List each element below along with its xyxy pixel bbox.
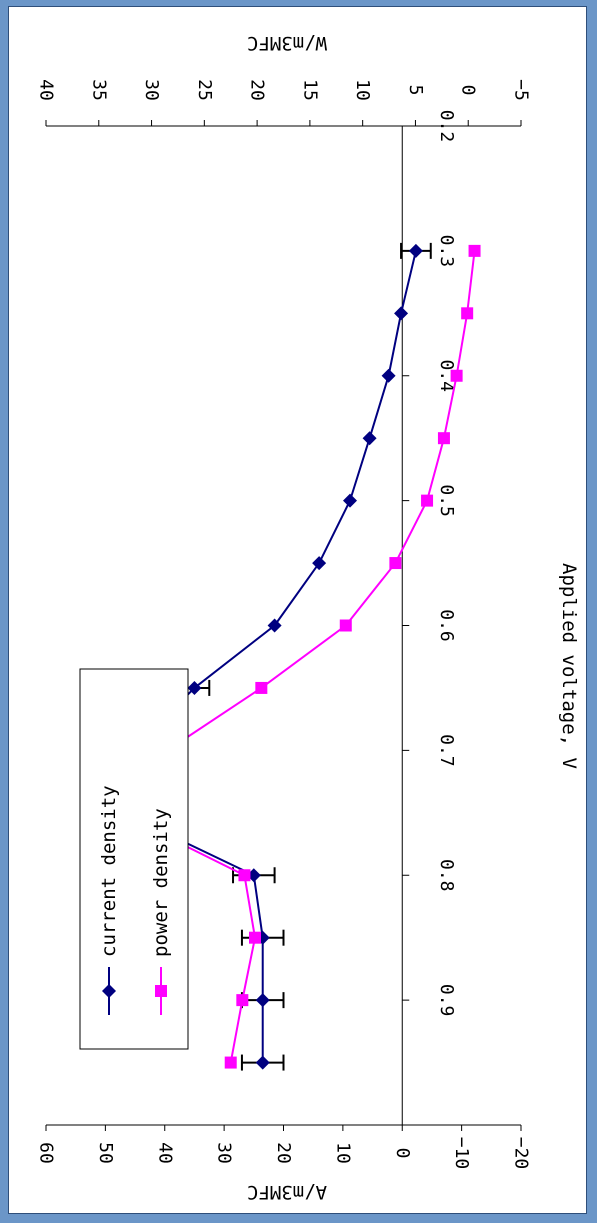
- x-tick-label: 0.5: [436, 484, 457, 517]
- x-tick-label: 0.2: [436, 110, 457, 143]
- chart-frame: 0.2 0.3 0.4 0.5 0.6 0.7 0.8 0.9 60 50 40 30 20 10 0 −10…: [8, 6, 587, 1214]
- legend-marker: [155, 985, 167, 997]
- left-axis-tick-label: 10: [332, 1142, 353, 1164]
- right-axis-title: W/m3MFC: [247, 32, 327, 54]
- x-tick-label: 0.3: [436, 235, 457, 268]
- current-density-point: [255, 993, 270, 1008]
- x-tick-label: 0.8: [436, 859, 457, 892]
- power-density-point: [389, 557, 402, 570]
- legend-label: current density: [98, 785, 120, 957]
- legend-box: [79, 668, 189, 1050]
- left-axis-tick-label: 60: [36, 1142, 57, 1164]
- x-tick-label: 0.7: [436, 734, 457, 767]
- current-density-line: [122, 250, 417, 1063]
- current-density-point: [267, 618, 282, 633]
- left-axis-tick-label: 0: [392, 1148, 413, 1159]
- legend: current density power density: [79, 668, 189, 1050]
- x-tick-label: 0.6: [436, 609, 457, 642]
- x-axis-title: Applied voltage, V: [558, 563, 580, 769]
- left-axis-title: A/m3MFC: [247, 1181, 327, 1203]
- right-axis-tick-label: 15: [299, 79, 320, 101]
- power-density-point: [236, 994, 249, 1007]
- right-axis-tick-label: 20: [247, 79, 268, 101]
- left-axis-tick-label: −10: [451, 1137, 472, 1170]
- left-axis-tick-label: 20: [273, 1142, 294, 1164]
- current-density-point: [187, 680, 202, 695]
- right-axis-tick-label: 35: [88, 79, 109, 101]
- power-density-point: [238, 869, 251, 882]
- left-axis-tick-label: −20: [511, 1137, 532, 1170]
- power-density-line: [117, 250, 476, 1063]
- chart-svg: 0.20.30.40.50.60.70.80.960 50 40 30 20 10 0 −10…: [36, 32, 581, 1203]
- power-density-point: [450, 369, 463, 382]
- legend-label: power density: [150, 808, 172, 957]
- power-density-point: [255, 681, 268, 694]
- right-axis-tick-label: 10: [352, 79, 373, 101]
- power-density-point: [249, 931, 261, 944]
- x-tick-label: 0.4: [436, 359, 457, 392]
- current-density-point: [255, 1055, 270, 1070]
- left-axis-tick-label: 40: [154, 1142, 175, 1164]
- power-density-point: [461, 307, 474, 320]
- x-tick-label: 0.9: [436, 984, 457, 1017]
- left-axis-tick-label: 30: [214, 1142, 235, 1164]
- current-density-point: [394, 306, 409, 321]
- current-density-point: [408, 243, 423, 258]
- power-density-point: [468, 244, 481, 257]
- current-density-point: [343, 493, 357, 508]
- right-axis-tick-label: 0: [458, 85, 479, 96]
- right-axis-tick-label: −5: [511, 79, 532, 101]
- left-axis-tick-label: 50: [95, 1142, 116, 1164]
- current-density-point: [381, 368, 396, 383]
- legend-marker: [102, 984, 116, 998]
- current-density-point: [362, 431, 377, 446]
- current-density-point: [312, 556, 327, 571]
- power-density-point: [339, 619, 352, 632]
- right-axis-tick-label: 30: [141, 79, 162, 101]
- power-density-point: [224, 1056, 237, 1069]
- right-axis-tick-label: 40: [36, 79, 57, 101]
- right-axis-tick-label: 5: [405, 85, 426, 96]
- right-axis-tick-label: 25: [194, 79, 215, 101]
- power-density-point: [437, 432, 450, 445]
- power-density-point: [421, 494, 434, 507]
